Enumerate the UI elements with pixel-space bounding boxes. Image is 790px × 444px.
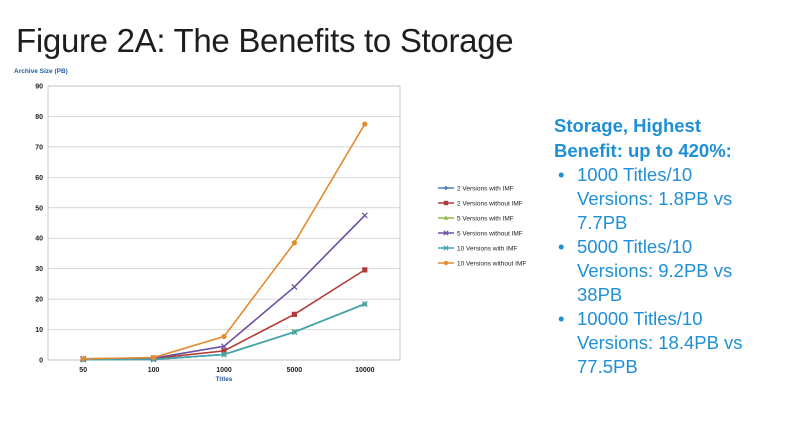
data-point xyxy=(443,260,449,266)
side-bullet-list: • 1000 Titles/10 Versions: 1.8PB vs 7.7P… xyxy=(554,163,786,379)
side-heading: Storage, Highest Benefit: up to 420%: xyxy=(554,113,786,163)
legend-item: 2 Versions with IMF xyxy=(438,185,514,192)
bullet-line: Versions: 1.8PB vs xyxy=(577,188,733,209)
y-tick-label: 60 xyxy=(35,175,43,182)
legend-label: 2 Versions with IMF xyxy=(457,185,514,192)
series-line-group xyxy=(80,300,368,362)
data-point xyxy=(443,245,449,251)
data-point xyxy=(443,185,449,191)
data-point xyxy=(291,240,297,246)
data-point xyxy=(361,300,368,308)
bullet-line: 77.5PB xyxy=(577,356,638,377)
y-tick-label: 90 xyxy=(35,84,43,91)
y-tick-label: 80 xyxy=(35,114,43,121)
bullet-line: 1000 Titles/10 xyxy=(577,164,693,185)
side-heading-line-1: Storage, Highest xyxy=(554,115,701,136)
bullet-line: Versions: 9.2PB vs xyxy=(577,260,733,281)
legend-label: 5 Versions without IMF xyxy=(457,230,523,237)
data-point xyxy=(443,230,449,236)
bullet-line: 10000 Titles/10 xyxy=(577,308,703,329)
x-tick-label: 50 xyxy=(79,367,87,374)
x-tick-label: 5000 xyxy=(287,367,303,374)
data-point xyxy=(151,354,157,361)
legend-label: 10 Versions with IMF xyxy=(457,245,517,252)
data-point xyxy=(291,328,298,336)
bullet-line: Versions: 18.4PB vs xyxy=(577,332,743,353)
series-lines xyxy=(80,121,368,363)
bullet-line: 38PB xyxy=(577,284,623,305)
y-tick-label: 70 xyxy=(35,144,43,151)
x-tick-label: 100 xyxy=(148,367,160,374)
slide-title: Figure 2A: The Benefits to Storage xyxy=(16,22,514,59)
legend-item: 2 Versions without IMF xyxy=(438,200,523,207)
y-axis-title: Archive Size (PB) xyxy=(14,68,68,75)
plot-area-frame xyxy=(47,85,401,361)
data-point xyxy=(291,311,297,317)
series-line-group xyxy=(80,121,368,362)
series-line xyxy=(83,123,366,360)
y-tick-label: 0 xyxy=(39,358,43,365)
legend-item: 10 Versions without IMF xyxy=(438,260,526,267)
data-point xyxy=(221,348,227,354)
axes: 0 10 20 30 40 50 60 70 80 90 50 100 1000 5000 10000 Arc… xyxy=(14,68,401,383)
legend: 2 Versions with IMF 2 Versions without IM… xyxy=(438,185,526,267)
data-point xyxy=(361,212,368,219)
data-point xyxy=(80,356,86,362)
bullet-icon: • xyxy=(558,308,565,329)
data-point xyxy=(443,215,449,220)
side-bullet-item: • 1000 Titles/10 Versions: 1.8PB vs 7.7P… xyxy=(554,163,786,235)
x-tick-label: 10000 xyxy=(355,367,375,374)
grid-lines xyxy=(48,85,400,361)
bullet-line: 5000 Titles/10 xyxy=(577,236,693,257)
side-heading-line-2: Benefit: up to 420%: xyxy=(554,140,732,161)
y-tick-label: 20 xyxy=(35,297,43,304)
data-point xyxy=(220,351,228,358)
legend-label: 2 Versions without IMF xyxy=(457,200,523,207)
legend-item: 10 Versions with IMF xyxy=(438,245,517,252)
legend-item: 5 Versions with IMF xyxy=(438,215,514,222)
legend-label: 10 Versions without IMF xyxy=(457,260,526,267)
side-panel: Storage, Highest Benefit: up to 420%: • … xyxy=(554,113,786,379)
bullet-line: 7.7PB xyxy=(577,212,628,233)
data-point xyxy=(291,283,298,290)
storage-line-chart: 0 10 20 30 40 50 60 70 80 90 50 100 1000 5000 10000 Arc… xyxy=(14,68,526,383)
legend-label: 5 Versions with IMF xyxy=(457,215,514,222)
bullet-icon: • xyxy=(558,164,565,185)
data-point xyxy=(362,267,368,273)
legend-item: 5 Versions without IMF xyxy=(438,230,523,237)
x-tick-label: 1000 xyxy=(216,367,232,374)
y-tick-label: 40 xyxy=(35,236,43,243)
data-point xyxy=(443,200,449,206)
y-tick-label: 50 xyxy=(35,205,43,212)
side-bullet-item: • 5000 Titles/10 Versions: 9.2PB vs 38PB xyxy=(554,235,786,307)
x-axis-title: Titles xyxy=(216,376,233,383)
data-point xyxy=(221,333,227,340)
y-tick-label: 10 xyxy=(35,327,43,334)
data-point xyxy=(362,121,368,127)
series-line-group xyxy=(80,267,368,362)
y-tick-label: 30 xyxy=(35,266,43,273)
bullet-icon: • xyxy=(558,236,565,257)
data-point xyxy=(220,343,228,350)
side-bullet-item: • 10000 Titles/10 Versions: 18.4PB vs 77… xyxy=(554,307,786,379)
